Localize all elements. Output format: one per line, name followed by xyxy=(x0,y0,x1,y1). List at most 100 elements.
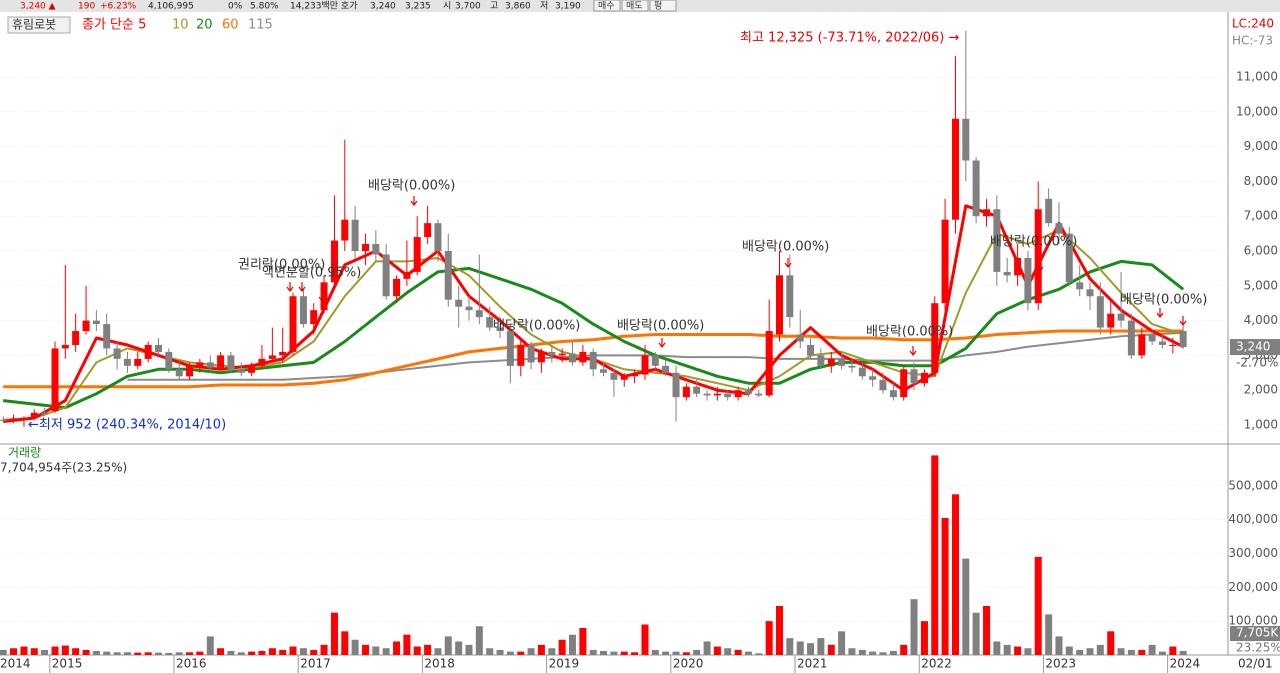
ticker-text: 3,240 xyxy=(370,2,396,12)
volume-bar xyxy=(1086,648,1094,655)
candle-body xyxy=(30,412,38,419)
button[interactable] xyxy=(621,0,649,12)
candle-body xyxy=(548,351,556,356)
candle-body xyxy=(589,351,597,370)
candle-body xyxy=(217,355,225,368)
volume-bar xyxy=(662,651,670,655)
stock-name[interactable]: 휴림로봇 xyxy=(12,18,56,32)
volume-title: 거래량 xyxy=(8,446,41,460)
annotation: ←최저 952 (240.34%, 2014/10) xyxy=(28,418,226,433)
candle-body xyxy=(579,351,587,363)
y-tick-label: 6,000 xyxy=(1244,243,1278,257)
candle-body xyxy=(0,419,7,421)
candle-body xyxy=(351,219,359,251)
volume-bar xyxy=(993,641,1001,655)
volume-bar xyxy=(682,652,690,655)
x-tick-label: 2018 xyxy=(424,657,455,671)
volume-bar xyxy=(1138,649,1146,655)
ma-line xyxy=(3,329,1184,389)
volume-bar xyxy=(1003,644,1011,655)
candle-body xyxy=(765,331,773,396)
volume-bar xyxy=(1055,636,1063,655)
button-label[interactable]: 펑 xyxy=(654,1,662,12)
candle-body xyxy=(393,278,401,297)
candle-body xyxy=(1024,257,1032,304)
volume-bar xyxy=(517,651,525,655)
candle-body xyxy=(817,355,825,366)
event-arrow xyxy=(1156,308,1164,318)
candle-body xyxy=(693,386,701,394)
candle-body xyxy=(103,324,111,349)
button-label[interactable]: 매수 xyxy=(598,1,615,12)
event-arrow xyxy=(331,266,339,276)
annotation: 배당락(0.00%) xyxy=(990,235,1077,250)
volume-bar xyxy=(1076,649,1084,655)
ticker-text: 3,190 xyxy=(555,2,581,12)
candle-body xyxy=(920,372,928,384)
volume-bar xyxy=(900,644,908,655)
candle-body xyxy=(92,320,100,325)
candle-body xyxy=(972,160,980,217)
candle-body xyxy=(268,355,276,359)
candle-body xyxy=(900,369,908,398)
candle-body xyxy=(486,317,494,328)
volume-bar xyxy=(92,650,100,655)
volume-bar xyxy=(372,646,380,655)
volume-bar xyxy=(765,621,773,655)
stock-name-box[interactable] xyxy=(7,16,71,34)
y-tick-label: 10,000 xyxy=(1236,104,1278,118)
volume-bar xyxy=(972,612,980,655)
volume-bar xyxy=(113,652,121,655)
candle-body xyxy=(186,365,194,377)
candle-body xyxy=(869,376,877,380)
hc-label: HC:-73 xyxy=(1232,34,1273,48)
candle-body xyxy=(362,244,370,251)
y-tick-label: 300,000 xyxy=(1228,546,1278,560)
candle-body xyxy=(848,365,856,368)
button-label[interactable]: 매도 xyxy=(626,1,643,12)
volume-bar xyxy=(672,651,680,655)
button[interactable] xyxy=(593,0,621,12)
x-tick-label: 2021 xyxy=(797,657,828,671)
candle-body xyxy=(506,331,514,366)
volume-bar xyxy=(330,612,338,655)
candle-body xyxy=(703,393,711,396)
candle-body xyxy=(879,379,887,391)
last-price-box xyxy=(1230,339,1280,356)
volume-bar xyxy=(631,652,639,655)
volume-bar xyxy=(61,645,69,655)
annotation: 배당락(0.00%) xyxy=(368,179,455,194)
volume-bar xyxy=(931,455,939,655)
volume-bar xyxy=(1148,644,1156,655)
candle-body xyxy=(341,219,349,241)
event-arrow xyxy=(658,338,666,348)
candle-body xyxy=(910,369,918,384)
x-tick-label: 2022 xyxy=(921,657,952,671)
volume-bar xyxy=(351,639,359,655)
x-tick-label: 2017 xyxy=(300,657,331,671)
candle-body xyxy=(527,344,535,363)
volume-bar xyxy=(910,599,918,655)
annotation: 액면분할(0.95%) xyxy=(262,266,361,281)
candle-body xyxy=(434,223,442,251)
candle-body xyxy=(838,358,846,366)
candle-body xyxy=(175,369,183,377)
candle-body xyxy=(196,362,204,366)
volume-bar xyxy=(444,636,452,655)
volume-bar xyxy=(724,648,732,655)
candle-body xyxy=(662,365,670,373)
button[interactable] xyxy=(649,0,677,12)
volume-bar xyxy=(776,605,784,655)
volume-bar xyxy=(382,648,390,655)
candle-body xyxy=(51,348,59,412)
volume-bar xyxy=(827,644,835,655)
candle-body xyxy=(1076,282,1084,290)
candle-body xyxy=(41,412,49,415)
candle-body xyxy=(1065,233,1073,283)
volume-bar xyxy=(413,646,421,655)
volume-bar xyxy=(289,646,297,655)
candle-body xyxy=(279,351,287,356)
volume-bar xyxy=(496,649,504,655)
y-tick-label: 11,000 xyxy=(1236,69,1278,83)
change-label: -2.70% xyxy=(1236,356,1278,370)
